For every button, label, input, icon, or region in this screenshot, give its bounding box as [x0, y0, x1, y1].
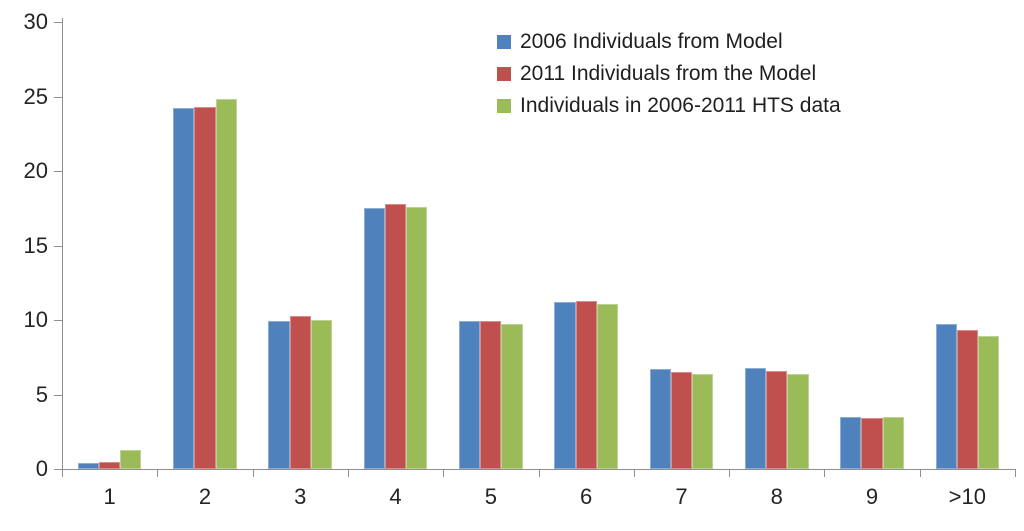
bar	[459, 321, 481, 469]
x-tick-mark	[252, 469, 254, 477]
y-tick-mark	[54, 469, 62, 470]
legend-item: Individuals in 2006-2011 HTS data	[497, 90, 841, 122]
bar	[649, 369, 671, 469]
bar	[173, 108, 195, 469]
x-tick-label: 8	[770, 484, 783, 509]
bar	[215, 99, 237, 469]
x-tick-label: 7	[675, 484, 688, 509]
x-tick-label: 1	[103, 484, 116, 509]
bar	[289, 315, 311, 469]
bar	[99, 461, 121, 469]
legend-swatch-icon	[497, 67, 511, 81]
bar	[882, 416, 904, 469]
bar	[787, 373, 809, 469]
y-tick-mark	[54, 96, 62, 98]
y-tick-mark	[54, 171, 62, 172]
x-tick-label: 2	[198, 484, 212, 509]
legend-label: 2006 Individuals from Model	[520, 30, 783, 53]
bar	[766, 370, 788, 469]
legend-item: 2011 Individuals from the Model	[497, 58, 841, 90]
y-tick-label: 30	[23, 9, 48, 34]
bar	[744, 367, 767, 469]
bar	[935, 324, 957, 469]
x-tick-label: 3	[294, 484, 307, 509]
bar	[554, 302, 576, 469]
bar	[384, 203, 407, 469]
legend-label: 2011 Individuals from the Model	[520, 62, 817, 85]
y-axis-line	[62, 18, 63, 470]
bar	[670, 372, 693, 469]
bar	[861, 418, 883, 469]
x-tick-mark	[1015, 469, 1016, 477]
x-tick-mark	[824, 469, 826, 477]
x-tick-mark	[62, 469, 63, 477]
bar	[77, 463, 100, 469]
bar	[977, 336, 1000, 469]
x-tick-mark	[157, 469, 159, 477]
x-tick-label: 4	[389, 484, 402, 509]
x-tick-mark	[538, 469, 540, 477]
y-tick-label: 20	[23, 158, 48, 183]
bar	[363, 208, 385, 469]
legend-swatch-icon	[497, 35, 511, 49]
y-tick-label: 25	[23, 83, 48, 109]
legend-item: 2006 Individuals from Model	[497, 26, 841, 58]
y-tick-label: 10	[23, 307, 48, 332]
bar	[501, 324, 523, 469]
bar	[480, 321, 502, 469]
x-tick-label: 6	[580, 484, 593, 509]
bar	[310, 320, 333, 469]
bar	[575, 300, 597, 469]
bar	[692, 373, 714, 469]
bar	[194, 106, 216, 469]
legend-swatch-icon	[497, 99, 511, 113]
y-tick-mark	[54, 320, 62, 321]
y-tick-mark	[54, 394, 62, 396]
legend: 2006 Individuals from Model 2011 Individu…	[497, 26, 841, 122]
y-tick-label: 5	[35, 381, 48, 407]
legend-label: Individuals in 2006-2011 HTS data	[520, 94, 841, 117]
bar	[956, 330, 978, 469]
y-tick-label: 15	[23, 232, 48, 258]
x-tick-mark	[443, 469, 445, 477]
x-tick-mark	[729, 469, 731, 477]
x-tick-label: 9	[865, 484, 879, 509]
bar	[268, 321, 290, 469]
x-tick-mark	[633, 469, 635, 477]
y-tick-mark	[54, 245, 62, 247]
x-tick-label: 5	[484, 484, 497, 509]
bar	[406, 206, 428, 469]
x-tick-mark	[347, 469, 349, 477]
x-tick-mark	[919, 469, 921, 477]
bar	[840, 416, 862, 469]
y-tick-mark	[54, 22, 62, 23]
bar	[120, 449, 142, 469]
bar	[596, 303, 618, 469]
x-tick-label: >10	[948, 484, 986, 509]
y-tick-label: 0	[35, 456, 48, 481]
